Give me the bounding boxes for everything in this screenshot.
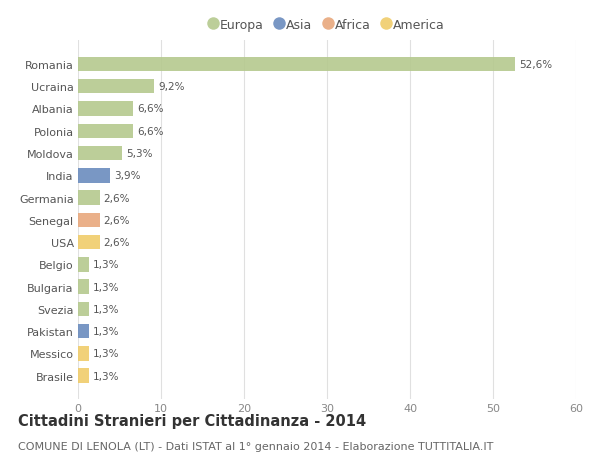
Text: 52,6%: 52,6% bbox=[519, 60, 552, 70]
Bar bbox=[78, 369, 89, 383]
Text: 2,6%: 2,6% bbox=[104, 238, 130, 247]
Bar bbox=[78, 302, 89, 316]
Text: 1,3%: 1,3% bbox=[93, 371, 119, 381]
Bar bbox=[78, 235, 100, 250]
Text: 1,3%: 1,3% bbox=[93, 326, 119, 336]
Bar bbox=[78, 146, 122, 161]
Text: 2,6%: 2,6% bbox=[104, 193, 130, 203]
Text: Cittadini Stranieri per Cittadinanza - 2014: Cittadini Stranieri per Cittadinanza - 2… bbox=[18, 413, 366, 428]
Text: 2,6%: 2,6% bbox=[104, 215, 130, 225]
Text: 9,2%: 9,2% bbox=[158, 82, 185, 92]
Bar bbox=[78, 280, 89, 294]
Legend: Europa, Asia, Africa, America: Europa, Asia, Africa, America bbox=[209, 18, 445, 32]
Bar bbox=[78, 324, 89, 339]
Bar bbox=[78, 57, 515, 72]
Bar bbox=[78, 347, 89, 361]
Text: 3,9%: 3,9% bbox=[115, 171, 141, 181]
Text: 1,3%: 1,3% bbox=[93, 260, 119, 270]
Text: COMUNE DI LENOLA (LT) - Dati ISTAT al 1° gennaio 2014 - Elaborazione TUTTITALIA.: COMUNE DI LENOLA (LT) - Dati ISTAT al 1°… bbox=[18, 441, 493, 451]
Bar bbox=[78, 213, 100, 228]
Bar bbox=[78, 191, 100, 205]
Bar bbox=[78, 257, 89, 272]
Text: 1,3%: 1,3% bbox=[93, 282, 119, 292]
Text: 5,3%: 5,3% bbox=[126, 149, 152, 159]
Bar bbox=[78, 80, 154, 94]
Bar bbox=[78, 168, 110, 183]
Text: 6,6%: 6,6% bbox=[137, 104, 163, 114]
Bar bbox=[78, 124, 133, 139]
Bar bbox=[78, 102, 133, 117]
Text: 1,3%: 1,3% bbox=[93, 349, 119, 358]
Text: 6,6%: 6,6% bbox=[137, 127, 163, 136]
Text: 1,3%: 1,3% bbox=[93, 304, 119, 314]
